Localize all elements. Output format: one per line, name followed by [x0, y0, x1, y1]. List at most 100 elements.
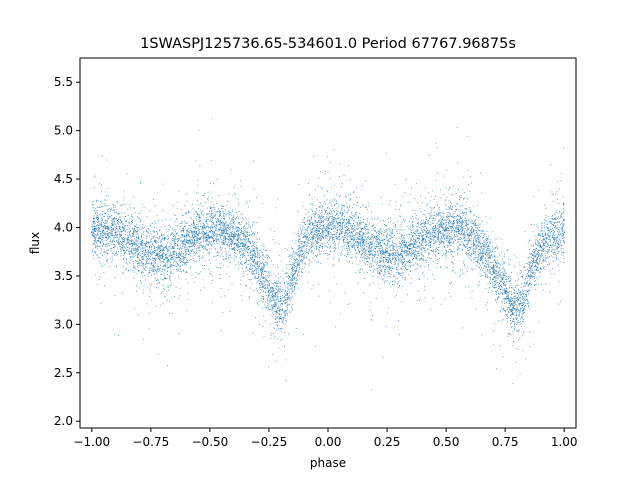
- scatter-point: [187, 248, 189, 250]
- scatter-point: [301, 256, 303, 258]
- scatter-point: [113, 224, 115, 226]
- scatter-point: [230, 207, 232, 209]
- scatter-point: [134, 230, 136, 231]
- scatter-point: [489, 262, 491, 263]
- scatter-point: [226, 233, 228, 235]
- scatter-point: [95, 234, 96, 235]
- scatter-point: [99, 228, 100, 230]
- scatter-point: [238, 203, 240, 204]
- scatter-point: [134, 232, 136, 234]
- scatter-point: [166, 264, 168, 266]
- scatter-point: [438, 219, 440, 221]
- scatter-point: [147, 258, 148, 259]
- scatter-point: [277, 267, 279, 268]
- scatter-point: [370, 247, 372, 249]
- scatter-point: [487, 246, 489, 247]
- scatter-point: [352, 247, 353, 248]
- scatter-point: [547, 250, 549, 252]
- scatter-point: [189, 236, 191, 238]
- scatter-point: [278, 273, 279, 275]
- scatter-point: [424, 214, 426, 216]
- scatter-point: [228, 229, 230, 230]
- scatter-point: [142, 263, 144, 264]
- scatter-point: [379, 274, 381, 276]
- scatter-point: [334, 219, 336, 221]
- scatter-point: [140, 281, 142, 283]
- scatter-point: [298, 268, 300, 270]
- scatter-point: [117, 231, 119, 232]
- scatter-point: [509, 309, 511, 311]
- scatter-point: [97, 234, 99, 236]
- scatter-point: [127, 270, 129, 272]
- scatter-point: [205, 234, 207, 235]
- scatter-point: [482, 232, 484, 234]
- scatter-point: [226, 258, 227, 260]
- scatter-point: [238, 234, 239, 235]
- scatter-point: [152, 257, 154, 259]
- scatter-point: [382, 240, 384, 241]
- scatter-point: [543, 243, 544, 245]
- scatter-point: [349, 235, 351, 237]
- scatter-point: [181, 230, 183, 232]
- scatter-point: [257, 276, 259, 278]
- scatter-point: [311, 250, 313, 252]
- scatter-point: [257, 238, 259, 240]
- scatter-point: [543, 261, 545, 262]
- scatter-point: [417, 252, 419, 254]
- scatter-point: [336, 210, 338, 212]
- scatter-point: [157, 267, 158, 269]
- scatter-point: [223, 221, 224, 223]
- scatter-point: [202, 246, 204, 248]
- scatter-point: [548, 251, 550, 253]
- scatter-point: [360, 241, 361, 243]
- scatter-point: [160, 240, 162, 242]
- scatter-point: [339, 163, 341, 165]
- scatter-point: [312, 211, 313, 212]
- scatter-point: [327, 213, 328, 214]
- scatter-point: [261, 275, 263, 277]
- scatter-point: [468, 249, 470, 251]
- scatter-point: [146, 287, 148, 289]
- scatter-point: [281, 309, 283, 310]
- scatter-point: [298, 246, 300, 248]
- scatter-point: [499, 289, 501, 290]
- scatter-point: [306, 244, 308, 246]
- scatter-point: [204, 227, 206, 229]
- scatter-point: [275, 242, 277, 244]
- scatter-point: [100, 191, 102, 193]
- scatter-point: [497, 284, 499, 286]
- scatter-point: [117, 335, 119, 336]
- scatter-point: [487, 276, 488, 278]
- scatter-point: [509, 303, 511, 305]
- scatter-point: [420, 228, 422, 229]
- scatter-point: [190, 229, 192, 231]
- scatter-point: [252, 241, 254, 243]
- scatter-point: [537, 278, 539, 280]
- scatter-point: [235, 256, 237, 257]
- scatter-point: [262, 296, 264, 298]
- scatter-point: [262, 259, 264, 261]
- scatter-point: [157, 252, 159, 254]
- scatter-point: [311, 229, 313, 231]
- scatter-point: [541, 262, 542, 264]
- scatter-point: [120, 248, 122, 250]
- scatter-point: [154, 240, 156, 242]
- scatter-point: [272, 239, 274, 240]
- scatter-point: [254, 263, 256, 265]
- scatter-point: [311, 236, 313, 238]
- scatter-point: [193, 252, 195, 253]
- scatter-point: [267, 309, 269, 311]
- scatter-point: [119, 227, 121, 229]
- scatter-point: [451, 238, 453, 240]
- scatter-point: [448, 222, 450, 223]
- scatter-point: [230, 232, 232, 234]
- scatter-point: [457, 162, 459, 164]
- scatter-point: [474, 237, 476, 239]
- scatter-point: [488, 269, 490, 271]
- scatter-point: [331, 211, 332, 212]
- scatter-point: [192, 231, 194, 233]
- scatter-point: [209, 206, 211, 208]
- scatter-point: [418, 252, 420, 254]
- scatter-point: [378, 229, 380, 231]
- scatter-point: [463, 233, 465, 235]
